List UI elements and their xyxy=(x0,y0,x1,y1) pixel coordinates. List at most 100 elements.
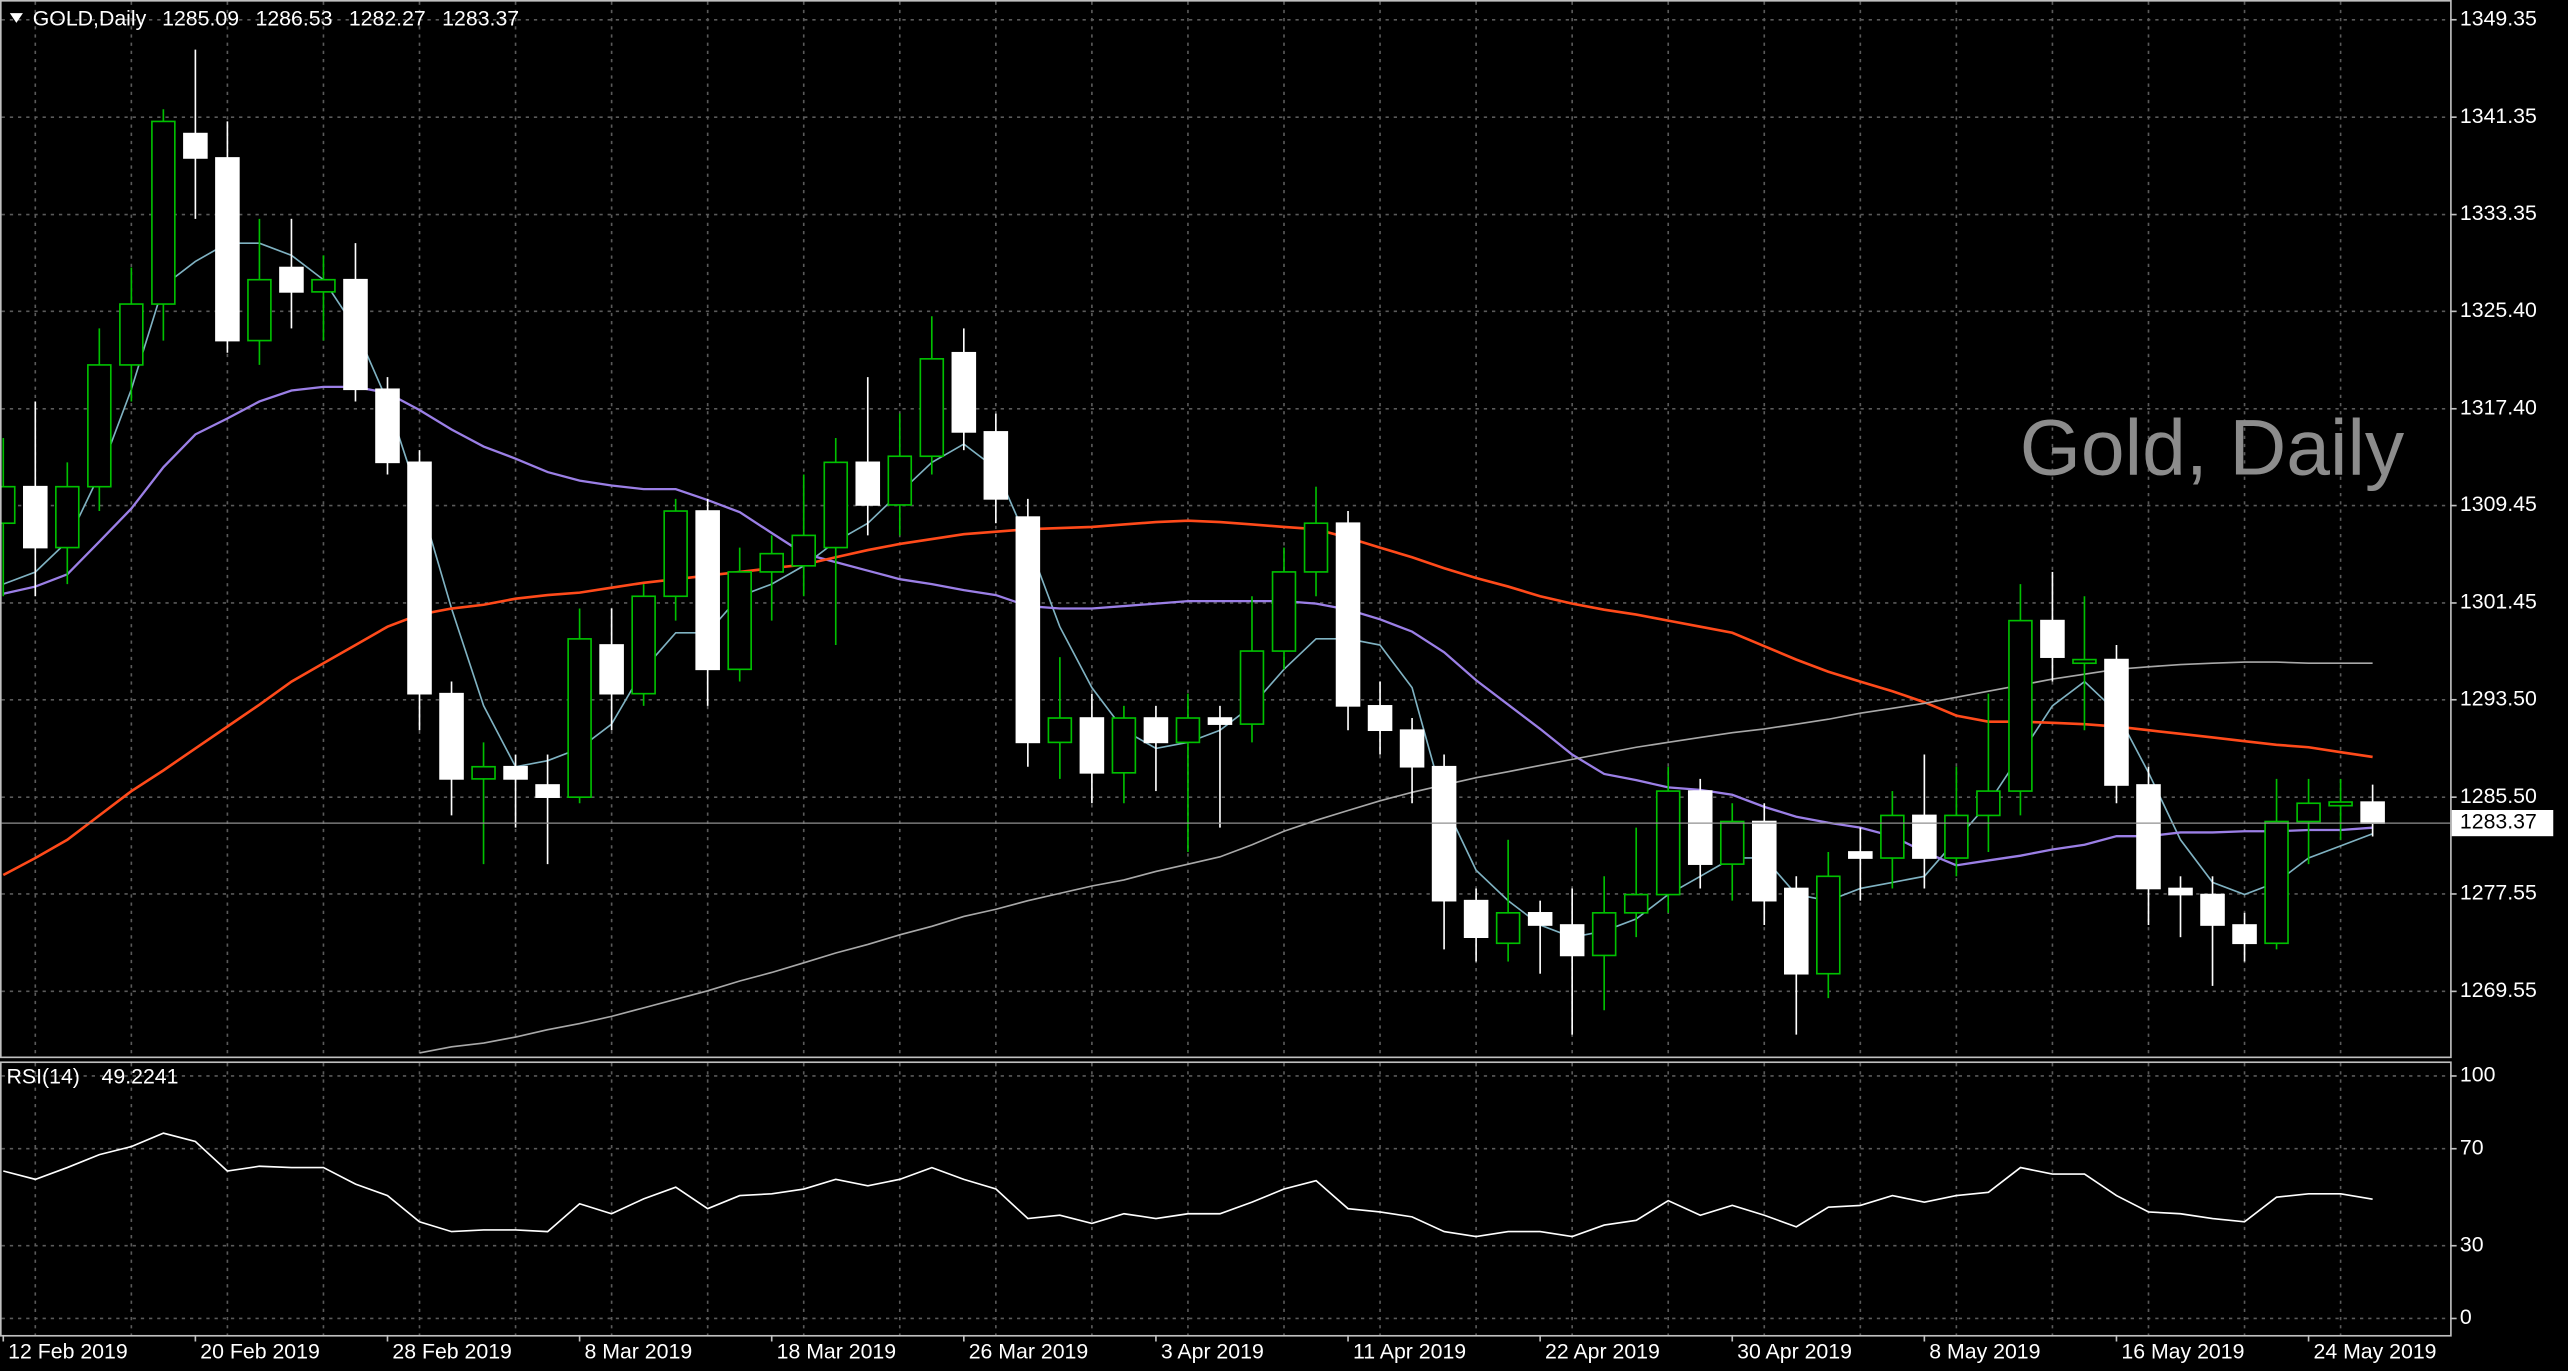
candle-body xyxy=(1527,912,1553,926)
grid xyxy=(1,1,2451,1335)
candle-body xyxy=(2008,619,2033,792)
candle-body xyxy=(2296,802,2321,823)
y-tick-label: 1293.50 xyxy=(2460,686,2537,710)
candle-body xyxy=(919,358,945,458)
candle-body xyxy=(2136,784,2161,890)
candle-body xyxy=(1816,875,1841,975)
y-tick-label: 1341.35 xyxy=(2460,104,2537,128)
candle-body xyxy=(1687,790,1713,865)
candle-body xyxy=(1944,814,1969,859)
symbol-title: GOLD,Daily xyxy=(33,6,147,30)
candle-body xyxy=(599,644,624,695)
x-tick-label: 8 May 2019 xyxy=(1929,1340,2040,1364)
candle-body xyxy=(375,388,400,464)
candle-body xyxy=(247,278,272,342)
candle-body xyxy=(631,595,656,695)
x-tick-label: 24 May 2019 xyxy=(2313,1340,2436,1364)
high-value: 1286.53 xyxy=(255,6,332,30)
candle-body xyxy=(1143,717,1169,744)
plot xyxy=(0,49,2451,1238)
candle-body xyxy=(2264,820,2289,945)
current-price-label: 1283.37 xyxy=(2460,810,2537,834)
candle-body xyxy=(2328,801,2353,807)
candle-body xyxy=(471,765,496,780)
candle-body xyxy=(1591,912,1617,957)
candle-body xyxy=(1303,522,1329,573)
x-tick-label: 28 Feb 2019 xyxy=(392,1340,512,1364)
current-price-box xyxy=(2451,809,2554,837)
candle-body xyxy=(2072,658,2097,665)
candle-body xyxy=(1239,650,1265,725)
candle-body xyxy=(2104,658,2129,786)
moving-average xyxy=(2,519,2373,877)
candle-body xyxy=(1399,729,1425,768)
y-tick-label: 1325.40 xyxy=(2460,298,2537,322)
candle-body xyxy=(1047,717,1073,744)
y-tick-label: 1277.55 xyxy=(2460,881,2537,905)
candle-body xyxy=(119,303,144,366)
y-tick-label: 0 xyxy=(2460,1305,2472,1329)
candle-body xyxy=(279,266,304,293)
menu-triangle[interactable] xyxy=(9,13,23,23)
y-tick-label: 1333.35 xyxy=(2460,201,2537,225)
candle-body xyxy=(1655,790,1681,896)
candle-body xyxy=(2232,924,2257,945)
candle-body xyxy=(535,784,560,798)
x-tick-label: 8 Mar 2019 xyxy=(585,1340,693,1364)
candle-body xyxy=(311,278,336,293)
candle-body xyxy=(1079,717,1105,774)
candle-body xyxy=(1880,814,1905,859)
candle-body xyxy=(1495,912,1521,945)
y-tick-label: 1317.40 xyxy=(2460,395,2537,419)
candle-body xyxy=(1335,522,1361,707)
candle-body xyxy=(2360,801,2385,824)
candle-body xyxy=(663,510,688,598)
candle-body xyxy=(2200,893,2225,926)
rsi-title: RSI(14) xyxy=(7,1064,80,1088)
candle-body xyxy=(503,765,528,780)
candle-body xyxy=(1784,887,1809,975)
candle-body xyxy=(855,461,881,506)
y-tick-label: 1269.55 xyxy=(2460,978,2537,1002)
y-tick-label: 1285.50 xyxy=(2460,784,2537,808)
main-panel-frame xyxy=(0,0,2452,1059)
candle-body xyxy=(55,485,80,549)
x-tick-label: 22 Apr 2019 xyxy=(1545,1340,1660,1364)
candle-body xyxy=(1367,705,1393,732)
close-value: 1283.37 xyxy=(442,6,519,30)
x-tick-label: 3 Apr 2019 xyxy=(1161,1340,1264,1364)
candle-body xyxy=(343,278,368,391)
candle-body xyxy=(2040,619,2065,658)
candle-body xyxy=(1111,717,1137,774)
candle-body xyxy=(1463,899,1489,939)
candle-body xyxy=(439,692,464,780)
x-tick-label: 11 Apr 2019 xyxy=(1353,1340,1466,1364)
candle-body xyxy=(567,638,592,798)
rsi-line xyxy=(3,1132,2373,1238)
y-tick-label: 1301.45 xyxy=(2460,590,2537,614)
open-value: 1285.09 xyxy=(162,6,239,30)
candle-body xyxy=(983,431,1009,500)
candle-body xyxy=(1976,790,2001,817)
candle-body xyxy=(759,552,784,573)
candle-body xyxy=(23,485,48,549)
x-tick-label: 18 Mar 2019 xyxy=(777,1340,896,1364)
y-tick-label: 100 xyxy=(2460,1063,2496,1087)
candle-body xyxy=(791,534,817,567)
candle-body xyxy=(1431,765,1457,902)
candle-body xyxy=(1207,717,1233,725)
candle-body xyxy=(215,157,240,342)
y-tick-label: 1349.35 xyxy=(2460,6,2537,30)
watermark: Gold, Daily xyxy=(2020,403,2405,491)
y-tick-label: 30 xyxy=(2460,1232,2484,1256)
rsi-panel-frame xyxy=(0,1061,2452,1337)
candle-body xyxy=(1271,571,1297,652)
candle-body xyxy=(1175,717,1201,744)
candle-body xyxy=(1719,820,1745,865)
moving-average xyxy=(419,661,2373,1054)
candle-body xyxy=(951,351,977,433)
candle-body xyxy=(2168,887,2193,896)
candle-body xyxy=(87,364,112,488)
candle-body xyxy=(887,455,913,506)
